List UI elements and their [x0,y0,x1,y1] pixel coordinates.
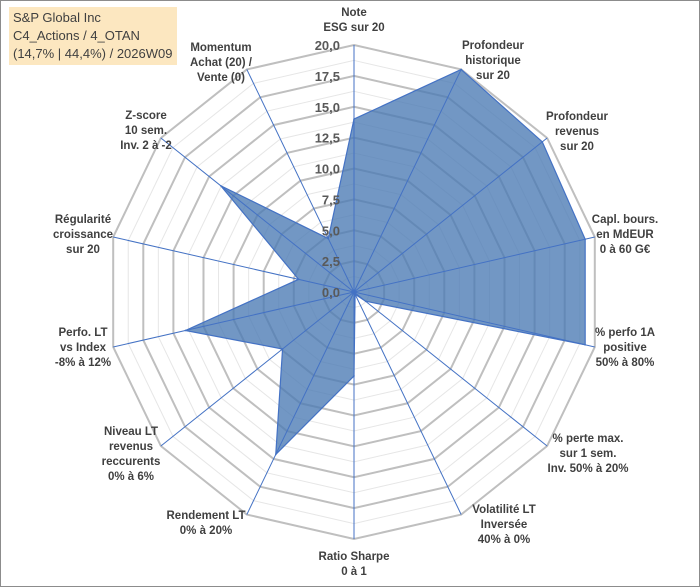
axis-spoke [353,291,548,447]
data-point [281,348,284,350]
radial-tick-label: 20,0 [315,38,340,53]
axis-label-line: 10 sem. [124,125,168,137]
axis-label-line: Profondeur [462,40,524,52]
data-point [460,68,462,71]
axis-label-line: sur 1 sem. [559,448,617,460]
data-point [354,293,356,296]
axis-label: Perfo. LT vs Index -8% à 12% [55,326,111,371]
axis-label: Niveau LT revenus reccurents 0% à 6% [102,425,161,485]
axis-label-line: Niveau LT [103,426,159,438]
axis-spoke [353,137,548,293]
chart-title-box: S&P Global Inc C4_Actions / 4_OTAN (14,7… [9,7,177,65]
axis-spoke [160,137,355,293]
axis-spoke [246,69,355,293]
radial-tick-label: 7,5 [322,192,340,207]
axis-label: Z-score 10 sem. Inv. 2 à -2 [120,109,172,154]
title-category: C4_Actions / 4_OTAN [13,28,140,43]
axis-label-line: revenus [554,126,600,138]
axis-label-line: sur 20 [66,244,100,256]
axis-spoke [353,291,595,348]
axis-label-line: Achat (20) / [190,57,252,69]
axis-label-line: Rendement LT [166,510,246,522]
data-point [297,278,300,281]
axis-label-line: ESG sur 20 [323,22,385,34]
axis-spoke [353,69,462,293]
data-point [364,300,367,303]
axis-label: Momentum Achat (20) / Vente (0) [190,41,252,86]
axis-spoke [113,236,355,293]
axis-label-line: sur 20 [560,141,594,153]
data-point [219,184,222,187]
axis-label: Volatilité LT Inversée 40% à 0% [472,503,535,548]
axis-label-line: % perfo 1A [594,327,656,339]
axis-label-line: Note [341,7,367,19]
axis-label-line: % perte max. [552,433,624,445]
axis-label-line: 0 à 60 G€ [599,244,651,256]
axis-label-line: 50% à 80% [595,357,655,369]
axis-label-line: Inversée [480,519,528,531]
axis-label: Ratio Sharpe 0 à 1 [319,550,390,580]
data-point [274,453,277,456]
axis-label-line: Profondeur [546,111,608,123]
axis-label-line: Z-score [125,110,167,122]
data-point [584,343,586,346]
axis-label-line: Capl. bours. [591,214,659,226]
axis-label-line: 0 à 1 [341,566,367,578]
data-point [541,141,544,143]
data-point [353,375,355,377]
axis-label-line: en MdEUR [596,229,654,241]
axis-label-line: vs Index [59,342,107,354]
axis-label: % perte max. sur 1 sem. Inv. 50% à 20% [548,432,629,477]
radial-tick-label: 2,5 [322,254,340,269]
radial-tick-label: 10,0 [315,162,340,177]
axis-label-line: reccurents [101,456,161,468]
axis-label-line: historique [465,55,521,67]
axis-label-line: 0% à 20% [179,525,233,537]
radial-tick-label: 15,0 [315,100,340,115]
axis-label-line: Vente (0) [197,72,245,84]
axis-label-line: Ratio Sharpe [318,551,390,563]
axis-spoke [160,291,355,447]
axis-label: Capl. bours. en MdEUR 0 à 60 G€ [592,213,658,258]
data-point [184,329,187,332]
data-point [327,237,330,240]
radial-tick-label: 0,0 [322,285,340,300]
data-point [353,118,355,120]
axis-label-line: Momentum [190,42,252,54]
axis-label: Profondeur historique sur 20 [462,39,524,84]
axis-spoke [353,236,595,293]
axis-label: Profondeur revenus sur 20 [546,110,608,155]
axis-label-line: positive [603,342,647,354]
axis-label-line: Volatilité LT [472,504,536,516]
axis-label-line: croissance [52,229,114,241]
axis-label-line: 40% à 0% [477,534,531,546]
axis-label-line: Régularité [54,214,112,226]
data-point [584,238,586,241]
axis-label-line: revenus [108,441,154,453]
axis-label-line: -8% à 12% [54,357,112,369]
axis-label-line: Inv. 2 à -2 [120,140,172,152]
axis-label: Rendement LT 0% à 20% [166,509,245,539]
axis-label: Note ESG sur 20 [323,6,384,36]
radial-tick-label: 17,5 [315,69,340,84]
title-stats: (14,7% | 44,4%) / 2026W09 [13,46,173,61]
axis-label-line: Perfo. LT [58,327,108,339]
axis-label-line: 0% à 6% [107,471,155,483]
axis-label-line: Inv. 50% à 20% [547,463,629,475]
axis-spoke [113,291,355,348]
axis-spoke [246,291,355,515]
axis-label: % perfo 1A positive 50% à 80% [595,326,655,371]
title-company: S&P Global Inc [13,10,101,25]
axis-spoke [353,291,462,515]
radial-tick-label: 12,5 [315,131,340,146]
radial-tick-label: 5,0 [322,223,340,238]
axis-label: Régularité croissance sur 20 [53,213,113,258]
axis-label-line: sur 20 [476,70,510,82]
